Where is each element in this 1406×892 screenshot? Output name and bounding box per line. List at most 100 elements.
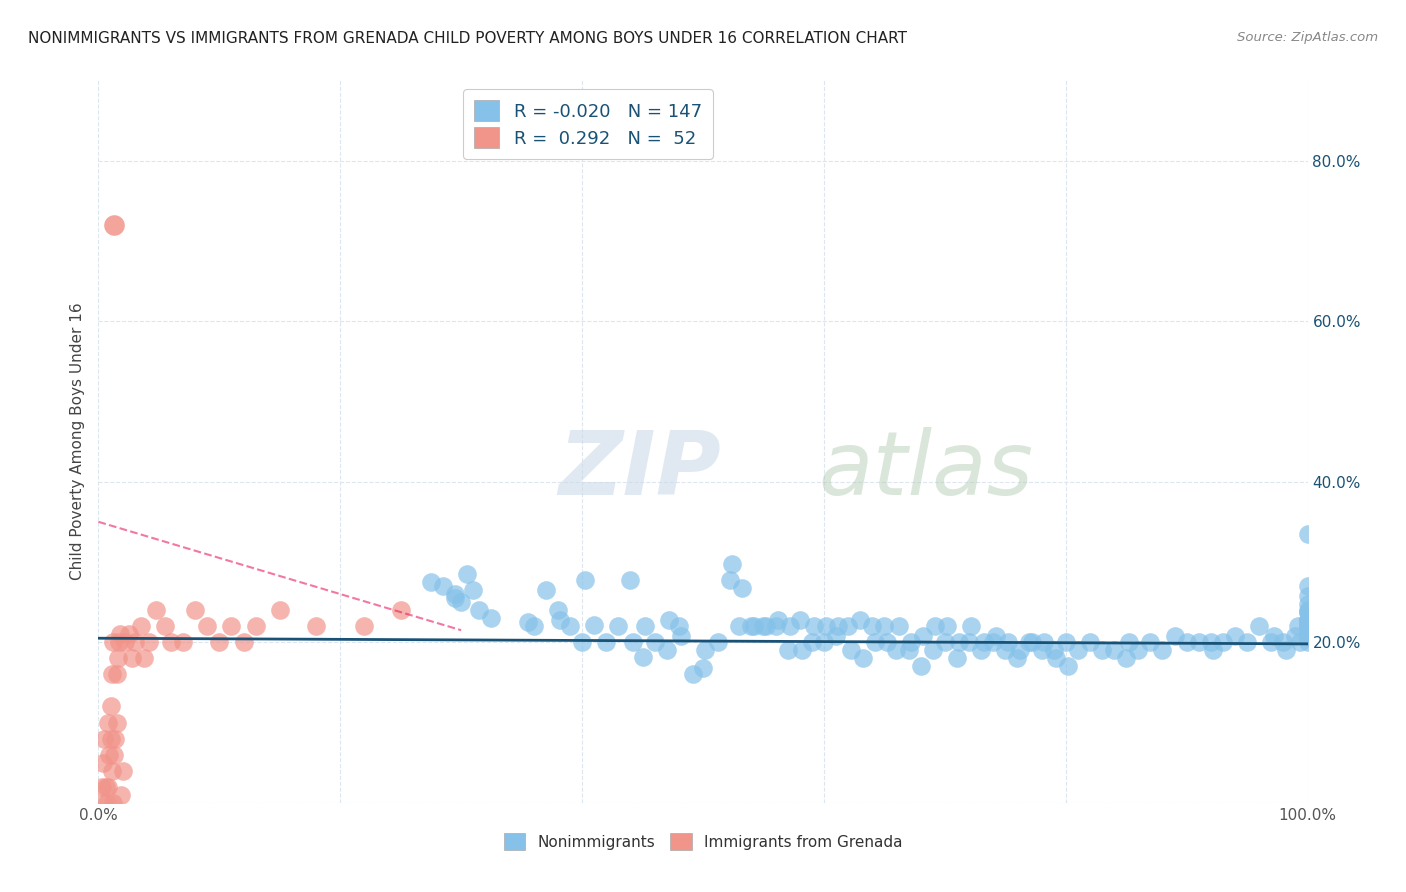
Point: [547, 603, 569, 617]
Point: [1249, 619, 1271, 633]
Point: [852, 651, 875, 665]
Point: [121, 651, 143, 665]
Point: [91, 756, 114, 770]
Point: [731, 581, 754, 595]
Point: [1163, 629, 1185, 643]
Point: [172, 635, 194, 649]
Point: [1296, 579, 1319, 593]
Point: [1091, 643, 1114, 657]
Point: [153, 619, 176, 633]
Point: [1296, 619, 1319, 633]
Point: [100, 764, 122, 778]
Point: [973, 635, 995, 649]
Text: Source: ZipAtlas.com: Source: ZipAtlas.com: [1237, 31, 1378, 45]
Point: [101, 635, 124, 649]
Point: [583, 617, 606, 632]
Point: [1296, 629, 1319, 643]
Point: [997, 635, 1019, 649]
Point: [900, 635, 922, 649]
Point: [607, 619, 630, 633]
Point: [621, 635, 644, 649]
Point: [1118, 635, 1140, 649]
Point: [960, 619, 983, 633]
Point: [1296, 597, 1319, 611]
Text: ZIP: ZIP: [558, 427, 721, 514]
Point: [91, 780, 114, 794]
Point: [921, 643, 943, 657]
Point: [108, 627, 131, 641]
Point: [728, 619, 751, 633]
Text: NONIMMIGRANTS VS IMMIGRANTS FROM GRENADA CHILD POVERTY AMONG BOYS UNDER 16 CORRE: NONIMMIGRANTS VS IMMIGRANTS FROM GRENADA…: [28, 31, 907, 46]
Text: atlas: atlas: [818, 427, 1033, 514]
Point: [1296, 619, 1319, 633]
Point: [595, 635, 617, 649]
Point: [1008, 643, 1031, 657]
Point: [1031, 643, 1053, 657]
Point: [815, 619, 838, 633]
Point: [721, 557, 744, 571]
Point: [93, 731, 115, 746]
Point: [105, 715, 128, 730]
Point: [100, 699, 122, 714]
Point: [1296, 613, 1319, 627]
Point: [100, 667, 122, 681]
Point: [107, 651, 129, 665]
Point: [269, 603, 291, 617]
Point: [827, 619, 849, 633]
Point: [863, 635, 886, 649]
Point: [97, 780, 120, 794]
Point: [456, 567, 478, 582]
Point: [93, 796, 115, 810]
Point: [1284, 629, 1306, 643]
Point: [1139, 635, 1161, 649]
Point: [912, 629, 935, 643]
Point: [1018, 635, 1040, 649]
Point: [1296, 589, 1319, 603]
Point: [1054, 635, 1077, 649]
Point: [837, 619, 859, 633]
Point: [129, 619, 152, 633]
Point: [221, 619, 243, 633]
Point: [534, 583, 557, 598]
Point: [1057, 659, 1080, 673]
Point: [1021, 635, 1043, 649]
Point: [118, 627, 141, 641]
Point: [886, 643, 908, 657]
Point: [104, 731, 127, 746]
Point: [897, 643, 920, 657]
Point: [860, 619, 883, 633]
Point: [1033, 635, 1056, 649]
Point: [718, 573, 741, 587]
Point: [644, 635, 666, 649]
Point: [1202, 643, 1225, 657]
Point: [232, 635, 254, 649]
Point: [1152, 643, 1174, 657]
Point: [145, 603, 167, 617]
Point: [1296, 621, 1319, 635]
Point: [353, 619, 375, 633]
Point: [432, 579, 454, 593]
Point: [934, 635, 956, 649]
Point: [984, 629, 1007, 643]
Point: [779, 619, 801, 633]
Point: [1128, 643, 1150, 657]
Point: [1188, 635, 1211, 649]
Point: [558, 619, 581, 633]
Point: [849, 613, 872, 627]
Point: [695, 643, 717, 657]
Point: [948, 635, 970, 649]
Point: [776, 643, 799, 657]
Point: [789, 613, 811, 627]
Point: [111, 764, 134, 778]
Point: [924, 619, 946, 633]
Point: [389, 603, 412, 617]
Y-axis label: Child Poverty Among Boys Under 16: Child Poverty Among Boys Under 16: [70, 302, 86, 581]
Point: [208, 635, 231, 649]
Point: [124, 635, 146, 649]
Point: [96, 796, 118, 810]
Point: [110, 788, 132, 802]
Point: [103, 218, 125, 232]
Point: [101, 796, 124, 810]
Point: [184, 603, 207, 617]
Point: [825, 629, 848, 643]
